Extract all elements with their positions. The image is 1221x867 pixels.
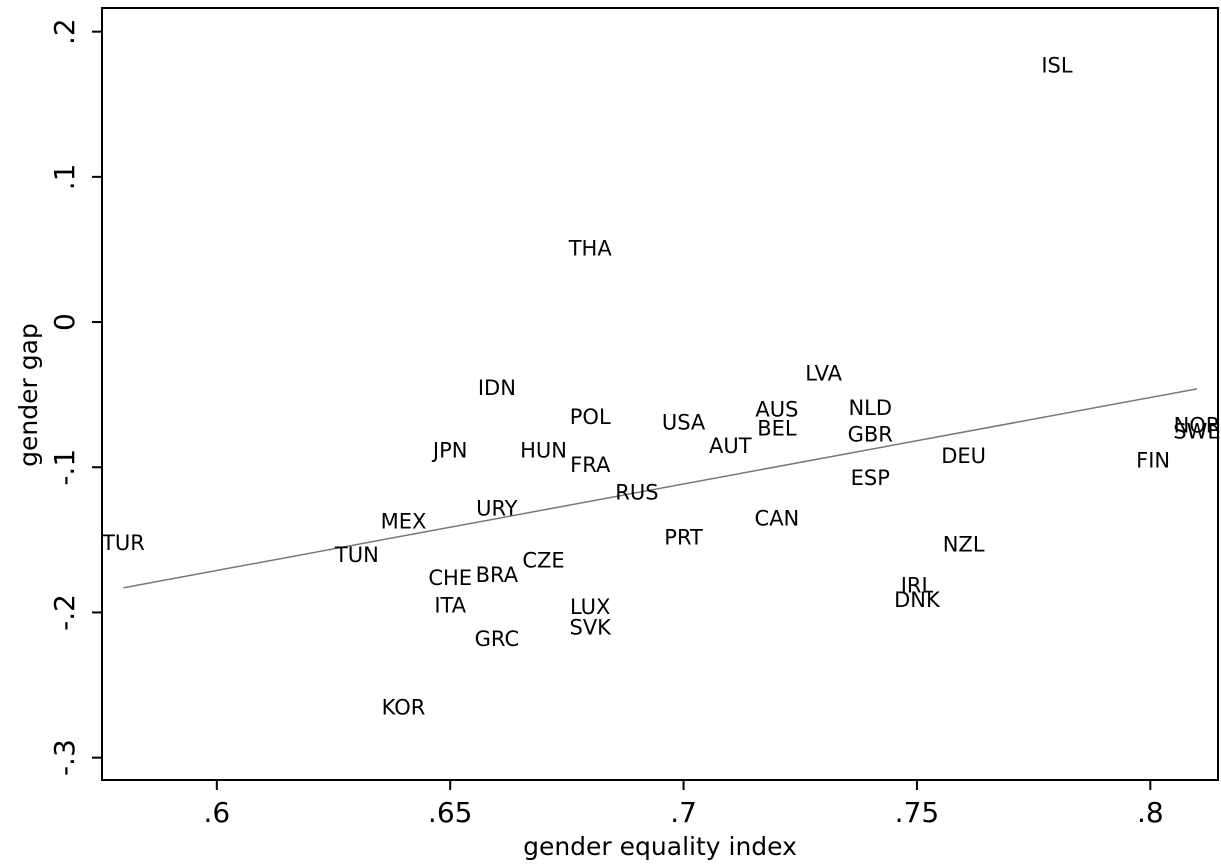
x-tick-label: .6 — [203, 796, 230, 829]
point-label: SVK — [569, 615, 612, 639]
x-tick-label: .75 — [895, 796, 940, 829]
y-tick-label: .2 — [48, 18, 81, 45]
point-label: THA — [568, 236, 613, 260]
point-label: NLD — [848, 396, 892, 420]
point-label: LUX — [570, 595, 610, 619]
point-label: FRA — [570, 453, 611, 477]
point-label: GRC — [475, 627, 519, 651]
point-label: PRT — [664, 525, 703, 549]
x-tick-label: .7 — [670, 796, 697, 829]
point-label: SWE — [1173, 419, 1220, 443]
point-label: HUN — [520, 438, 567, 462]
point-label: ITA — [434, 594, 466, 618]
point-label: DNK — [894, 588, 941, 612]
x-axis-title: gender equality index — [523, 832, 797, 861]
y-tick-label: -.2 — [48, 594, 81, 631]
point-label: CHE — [428, 566, 472, 590]
y-axis-title: gender gap — [14, 323, 43, 467]
point-label: AUS — [755, 398, 798, 422]
point-label: POL — [570, 405, 611, 429]
plot-frame — [101, 7, 1219, 781]
point-label: CZE — [522, 549, 564, 573]
point-label: ESP — [851, 466, 890, 490]
point-label: ISL — [1041, 54, 1073, 78]
y-tick-label: -.1 — [48, 449, 81, 486]
point-label: NOR — [1174, 414, 1221, 438]
point-label: KOR — [382, 695, 426, 719]
point-label: GBR — [848, 422, 893, 446]
point-label: CAN — [755, 507, 800, 531]
point-label: LVA — [805, 361, 842, 385]
point-label: AUT — [709, 434, 752, 458]
point-label: URY — [476, 496, 518, 520]
point-label: RUS — [615, 480, 658, 504]
point-label: IDN — [478, 376, 516, 400]
fit-line — [123, 388, 1198, 589]
point-label: USA — [662, 411, 706, 435]
x-tick-label: .8 — [1137, 796, 1164, 829]
point-label: BEL — [757, 417, 797, 441]
point-label: NZL — [943, 533, 985, 557]
point-label: BRA — [476, 563, 519, 587]
point-label: DEU — [941, 444, 986, 468]
y-tick-label: -.3 — [48, 739, 81, 776]
point-label: JPN — [431, 438, 468, 462]
point-label: MEX — [381, 509, 427, 533]
point-label: FIN — [1136, 448, 1170, 472]
point-label: IRL — [901, 573, 934, 597]
x-tick-label: .65 — [428, 796, 473, 829]
point-label: TUN — [334, 543, 379, 567]
y-tick-label: 0 — [48, 313, 81, 331]
y-tick-label: .1 — [48, 164, 81, 191]
point-label: TUR — [101, 531, 145, 555]
